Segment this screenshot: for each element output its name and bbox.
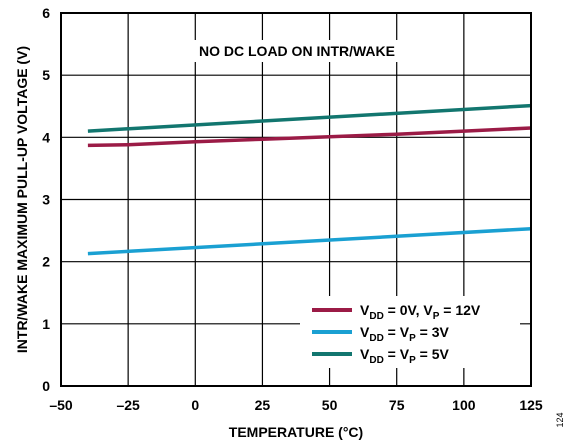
y-tick-label: 5: [42, 67, 50, 83]
x-tick-label: 125: [519, 397, 543, 413]
legend-label-2: VDD = VP = 3V: [360, 324, 450, 344]
y-tick-label: 1: [42, 316, 50, 332]
plot-frame: [60, 12, 532, 387]
series-layer: [87, 103, 532, 256]
y-tick-label: 3: [42, 192, 50, 208]
y-tick-label: 4: [42, 129, 50, 145]
x-tick-label: 100: [452, 397, 476, 413]
y-tick-label: 2: [42, 254, 50, 270]
series-line-1: [87, 126, 532, 148]
grid-lines: [61, 13, 531, 386]
series-line-3: [87, 103, 532, 133]
y-tick-label: 0: [42, 378, 50, 394]
x-axis-ticks: –50 –25 0 25 50 75 100 125: [49, 397, 543, 413]
x-tick-label: 25: [255, 397, 271, 413]
x-tick-label: 0: [191, 397, 199, 413]
legend-label-3: VDD = VP = 5V: [360, 346, 450, 366]
x-tick-label: 50: [322, 397, 338, 413]
annotation-background: [180, 40, 415, 62]
chart-annotation: NO DC LOAD ON INTR/WAKE: [199, 43, 395, 59]
y-axis-ticks: 0 1 2 3 4 5 6: [42, 5, 50, 394]
x-tick-label: –50: [49, 397, 73, 413]
y-tick-label: 6: [42, 5, 50, 21]
x-axis-title: TEMPERATURE (°C): [229, 424, 363, 440]
x-tick-label: –25: [116, 397, 140, 413]
y-axis-title: INTR/WAKE MAXIMUM PULL-UP VOLTAGE (V): [14, 46, 30, 353]
series-line-2: [87, 226, 532, 256]
x-tick-label: 75: [389, 397, 405, 413]
figure-id: 124: [555, 412, 565, 427]
legend-label-1: VDD = 0V, VP = 12V: [360, 302, 481, 322]
